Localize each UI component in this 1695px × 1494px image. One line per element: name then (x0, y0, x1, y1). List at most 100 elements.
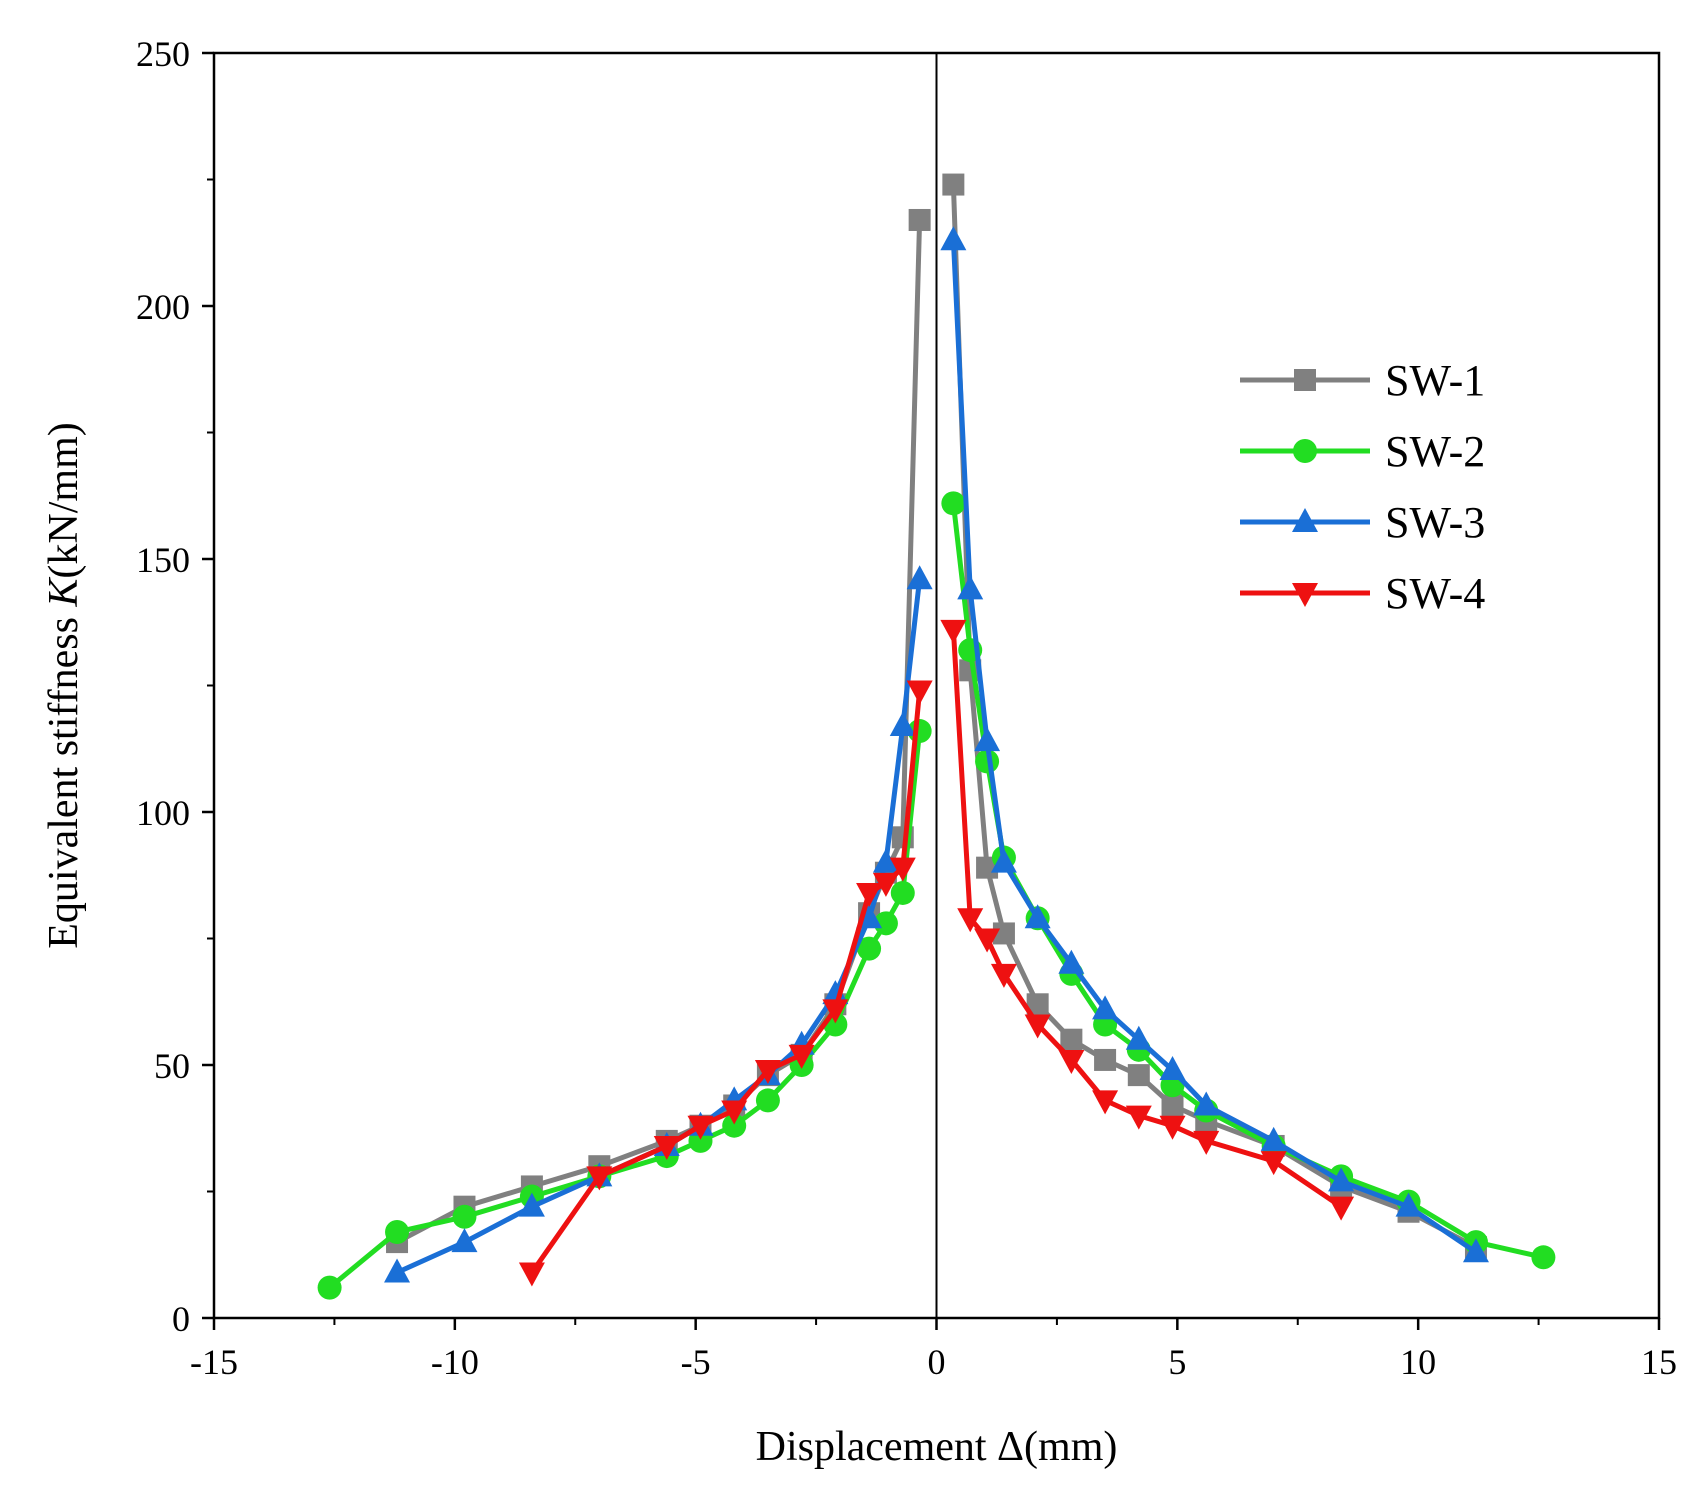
triangle-up-marker (518, 1192, 545, 1217)
triangle-up-marker (940, 226, 967, 251)
legend-item-sw-1: SW-1 (1240, 356, 1485, 405)
series-sw-4 (518, 619, 1355, 1287)
triangle-down-marker (1159, 1115, 1186, 1140)
legend-label: SW-2 (1385, 427, 1485, 476)
triangle-down-marker (906, 680, 933, 705)
y-tick-label: 200 (136, 287, 190, 327)
circle-marker (385, 1219, 410, 1244)
square-marker (1060, 1028, 1083, 1051)
triangle-up-marker (822, 980, 849, 1005)
triangle-down-marker (856, 882, 883, 907)
triangle-down-marker (687, 1115, 714, 1140)
triangle-up-marker (384, 1258, 411, 1283)
legend-item-sw-4: SW-4 (1240, 569, 1485, 618)
square-marker (908, 208, 931, 231)
square-marker (976, 856, 999, 879)
legend-label: SW-1 (1385, 356, 1485, 405)
circle-marker (317, 1275, 342, 1300)
square-marker (942, 173, 965, 196)
triangle-up-marker (1024, 904, 1051, 929)
triangle-up-marker (1125, 1025, 1152, 1050)
square-marker (1161, 1094, 1184, 1117)
legend-label: SW-3 (1385, 498, 1485, 547)
x-tick-label: -5 (681, 1342, 711, 1382)
triangle-up-marker (451, 1228, 478, 1253)
triangle-down-marker (586, 1166, 613, 1191)
triangle-down-marker (1260, 1151, 1287, 1176)
triangle-down-marker (653, 1135, 680, 1160)
triangle-up-marker (1092, 995, 1119, 1020)
square-marker (1026, 993, 1049, 1016)
triangle-up-marker (1159, 1056, 1186, 1081)
circle-marker (1531, 1245, 1556, 1270)
x-tick-label: 5 (1168, 1342, 1186, 1382)
triangle-down-marker (822, 999, 849, 1024)
triangle-down-marker (518, 1262, 545, 1287)
triangle-up-marker (1395, 1192, 1422, 1217)
series-line-positive (950, 184, 1478, 1250)
triangle-up-marker (1193, 1091, 1220, 1116)
triangle-down-marker (940, 619, 967, 644)
y-axis-title-main: Equivalent stiffness (41, 607, 87, 949)
series-line-negative (529, 690, 923, 1274)
circle-marker (890, 880, 915, 905)
triangle-up-marker (1328, 1167, 1355, 1192)
triangle-down-marker (1193, 1130, 1220, 1155)
x-tick-label: 0 (928, 1342, 946, 1382)
y-axis-title: Equivalent stiffness K(kN/mm) (41, 422, 87, 949)
x-tick-label: 10 (1400, 1342, 1436, 1382)
circle-marker (755, 1088, 780, 1113)
legend-item-sw-2: SW-2 (1240, 427, 1485, 476)
triangle-up-marker (889, 711, 916, 736)
legend-label: SW-4 (1385, 569, 1485, 618)
y-tick-label: 250 (136, 34, 190, 74)
triangle-down-marker (990, 963, 1017, 988)
triangle-down-marker (974, 928, 1001, 953)
circle-marker (722, 1113, 747, 1138)
triangle-up-marker (957, 575, 984, 600)
series-layer (317, 173, 1556, 1300)
circle-marker (452, 1204, 477, 1229)
x-tick-label: -10 (431, 1342, 479, 1382)
triangle-down-marker (1292, 583, 1318, 607)
triangle-down-marker (1125, 1105, 1152, 1130)
triangle-up-marker (1058, 949, 1085, 974)
x-tick-label: 15 (1641, 1342, 1677, 1382)
triangle-down-marker (1328, 1196, 1355, 1221)
square-marker (1094, 1048, 1117, 1071)
circle-marker (1293, 439, 1317, 463)
triangle-up-marker (1260, 1126, 1287, 1151)
triangle-down-marker (872, 872, 899, 897)
legend-item-sw-3: SW-3 (1240, 498, 1485, 547)
triangle-up-marker (906, 565, 933, 590)
circle-marker (873, 911, 898, 936)
y-tick-label: 100 (136, 793, 190, 833)
triangle-down-marker (788, 1044, 815, 1069)
square-marker (992, 922, 1015, 945)
y-tick-label: 150 (136, 540, 190, 580)
triangle-down-marker (1058, 1049, 1085, 1074)
series-line-positive (950, 629, 1343, 1209)
triangle-down-marker (754, 1060, 781, 1085)
y-tick-label: 50 (154, 1046, 190, 1086)
circle-marker (857, 936, 882, 961)
y-axis-title-unit: (kN/mm) (41, 422, 87, 578)
triangle-up-marker (1292, 508, 1318, 532)
circle-marker (941, 491, 966, 516)
triangle-up-marker (872, 848, 899, 873)
triangle-up-marker (990, 848, 1017, 873)
triangle-down-marker (889, 857, 916, 882)
triangle-down-marker (957, 908, 984, 933)
series-line-positive (950, 240, 1478, 1255)
square-marker (1127, 1064, 1150, 1087)
triangle-up-marker (974, 727, 1001, 752)
y-tick-label: 0 (172, 1299, 190, 1339)
x-axis-title: Displacement Δ(mm) (756, 1424, 1118, 1470)
triangle-down-marker (721, 1100, 748, 1125)
x-tick-label: -15 (190, 1342, 238, 1382)
legend: SW-1 SW-2 SW-3 SW-4 (1240, 356, 1485, 618)
triangle-down-marker (1024, 1014, 1051, 1039)
y-axis-title-symbol: K (41, 577, 87, 608)
